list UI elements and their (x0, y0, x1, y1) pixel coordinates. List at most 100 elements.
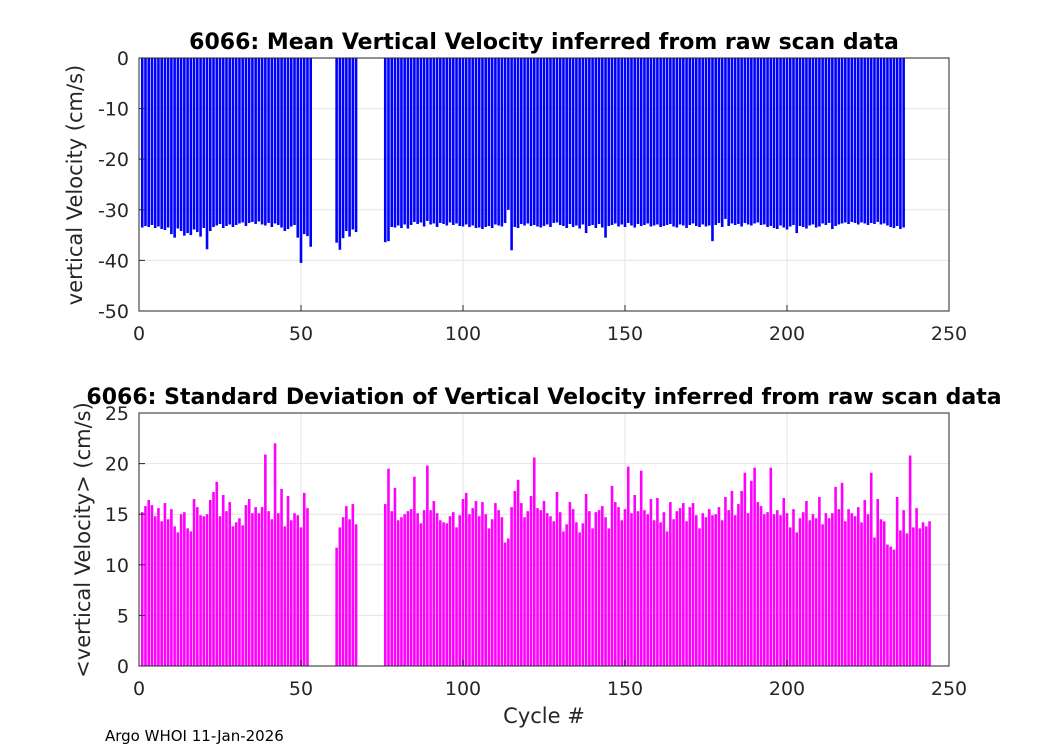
bar (876, 499, 880, 666)
bar (448, 516, 452, 666)
bar (413, 58, 416, 222)
bar (208, 500, 212, 666)
x-tick-label: 200 (769, 678, 805, 700)
bar (416, 58, 419, 224)
bar (824, 513, 828, 666)
bar (594, 58, 598, 229)
bar (869, 472, 873, 666)
bar (717, 507, 721, 666)
x-tick-label: 50 (289, 678, 313, 700)
bar (160, 521, 163, 666)
bar (464, 58, 468, 225)
bar (785, 58, 789, 230)
bar (542, 58, 546, 226)
bar (396, 58, 400, 226)
mean-velocity-ticks: 0 50 100 150 200 250 0 -10 -20 -30 -40 -50 (98, 48, 967, 345)
bar (620, 520, 624, 666)
bar (581, 58, 585, 225)
bar (763, 514, 766, 666)
bar (403, 58, 406, 225)
bar (163, 503, 167, 666)
bar (656, 58, 659, 225)
bar (523, 58, 526, 226)
bar (199, 515, 202, 666)
bar (413, 476, 416, 666)
bar (393, 487, 397, 666)
bar (750, 480, 753, 666)
bar (289, 58, 293, 227)
bar (834, 486, 837, 666)
bar (474, 501, 478, 666)
bar (763, 58, 766, 225)
bar (273, 443, 277, 666)
bar (280, 58, 283, 228)
bar (286, 495, 290, 666)
bar (801, 512, 805, 666)
bar (701, 58, 705, 225)
bar (302, 58, 306, 235)
bar (170, 58, 173, 235)
bar (545, 513, 549, 666)
bar (199, 58, 202, 237)
bar (568, 502, 572, 666)
bar (899, 58, 902, 230)
bar (626, 58, 630, 223)
bar (675, 511, 679, 666)
bar (532, 457, 536, 666)
y-tick-label: 25 (105, 403, 129, 425)
bar (805, 501, 808, 666)
bar (306, 508, 309, 666)
bar (529, 495, 533, 666)
bar (481, 58, 484, 230)
bar (205, 58, 209, 250)
bar (860, 522, 863, 666)
bar (565, 58, 568, 229)
bar (879, 58, 883, 225)
bar (827, 58, 831, 223)
y-tick-label: -20 (98, 149, 129, 171)
bar (801, 58, 805, 227)
bar (552, 521, 556, 666)
bar (205, 514, 209, 666)
bar (390, 58, 394, 227)
bar (892, 58, 896, 229)
bar (196, 507, 199, 666)
x-tick-label: 150 (607, 323, 643, 345)
bar (562, 58, 565, 226)
bar (150, 58, 154, 225)
bar (289, 520, 293, 666)
bar (238, 58, 241, 224)
bar (510, 507, 513, 666)
bar (714, 514, 718, 666)
bar (866, 58, 870, 225)
bar (711, 515, 714, 666)
bar (257, 513, 261, 666)
bar (578, 58, 581, 229)
bar (196, 58, 199, 233)
bar (490, 519, 494, 666)
y-tick-label: -50 (98, 301, 129, 323)
bar (866, 514, 870, 666)
bar (186, 528, 189, 666)
bar (293, 58, 296, 225)
bar (856, 507, 860, 666)
bar (588, 58, 591, 226)
bar (406, 511, 410, 666)
bar (775, 58, 779, 230)
bar (147, 500, 151, 666)
bar (192, 499, 196, 666)
bar (604, 58, 607, 238)
bar (918, 528, 922, 666)
bar (831, 513, 834, 666)
x-tick-label: 0 (133, 323, 145, 345)
bar (215, 58, 219, 226)
bar (633, 58, 637, 228)
bar (814, 518, 818, 666)
bar (847, 509, 850, 666)
bar (516, 479, 520, 666)
bar (601, 58, 604, 228)
bar (264, 58, 267, 226)
bar (678, 508, 682, 666)
bar (426, 58, 429, 221)
bar (617, 507, 620, 666)
